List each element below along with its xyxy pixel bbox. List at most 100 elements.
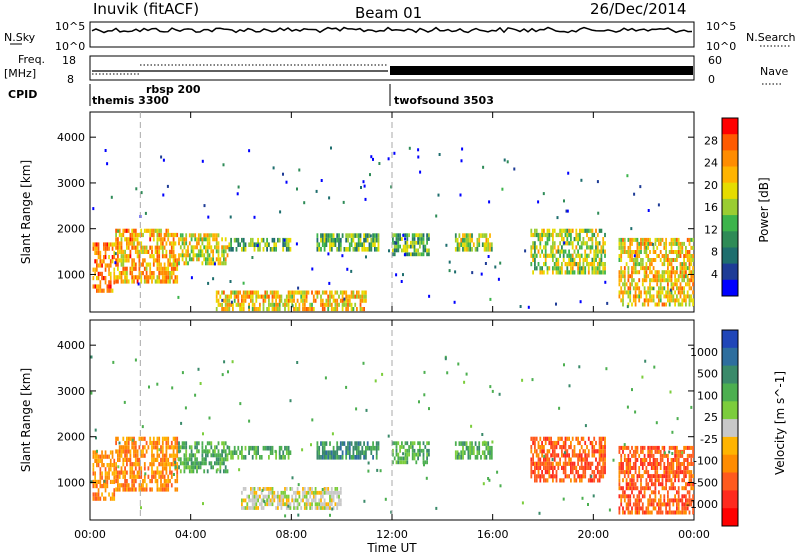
velocity-colorbar-swatch [722,454,738,473]
power-cell [658,254,660,258]
velocity-cell [133,479,135,484]
power-cell [357,233,360,238]
power-cell [647,286,650,291]
velocity-cell [296,498,299,503]
power-cell [667,270,669,275]
power-cell [640,241,642,246]
velocity-cell [278,450,281,455]
velocity-cell [674,486,676,491]
power-cell [665,294,667,299]
power-cell [663,278,666,283]
velocity-cell [557,436,560,441]
velocity-cell [124,470,126,475]
power-cell [568,249,570,254]
velocity-cell [608,508,611,512]
velocity-cell [336,502,339,507]
power-cell [99,271,102,276]
velocity-cell [485,441,488,446]
velocity-cell [548,465,551,470]
velocity-cell [622,494,624,499]
velocity-cell [375,445,378,451]
velocity-cell [668,470,671,475]
velocity-cell [663,453,666,458]
velocity-cell [645,510,648,515]
power-cell [566,270,569,275]
velocity-cell [251,498,254,503]
power-cell [334,290,337,295]
power-cell [296,187,298,191]
power-cell [224,302,227,307]
velocity-cell [197,441,200,446]
power-cell [205,257,207,262]
velocity-cell [532,461,534,466]
power-cell [683,290,685,295]
power-cell [354,233,357,238]
velocity-cell [487,445,490,451]
velocity-cell [97,454,100,459]
power-cell [688,298,691,303]
power-cell [550,249,552,254]
power-cell [670,245,673,250]
power-cell [362,180,365,184]
velocity-cell [681,498,684,503]
power-cell [683,241,685,246]
velocity-cell [643,445,646,450]
power-cell [323,242,326,247]
velocity-cell [277,498,279,503]
power-cell [584,257,587,262]
velocity-cell [113,492,116,497]
velocity-cell [126,462,128,467]
power-cell [242,247,245,252]
power-cell [136,254,139,259]
power-cell [149,237,152,242]
power-cell [559,266,561,271]
power-cell [654,274,657,279]
velocity-cell [165,453,168,458]
velocity-cell [282,455,285,460]
power-cell [131,258,134,263]
power-cell [163,262,166,267]
velocity-cell [535,461,538,466]
power-cell [553,241,556,246]
power-cell [674,298,676,303]
power-cell [688,282,691,287]
power-cell [214,245,216,250]
power-cell [142,232,144,238]
power-cell [224,307,227,312]
velocity-cell [163,483,166,488]
velocity-cell [212,453,214,458]
velocity-cell [101,484,103,489]
power-cell [302,302,304,307]
velocity-cell [167,462,170,467]
velocity-cell [241,498,243,503]
velocity-cell [652,453,655,458]
power-cell [138,262,141,267]
velocity-cell [489,450,491,455]
power-cell [555,302,557,306]
velocity-cell [634,445,637,450]
power-cell [251,302,254,307]
velocity-cell [268,494,270,499]
power-cell [357,290,360,295]
power-cell [109,284,112,289]
velocity-cell [253,494,256,499]
power-cell [454,233,457,238]
power-cell [165,266,168,271]
velocity-cell [183,445,186,450]
velocity-cell [259,487,261,491]
power-cell [158,266,161,271]
velocity-cell [126,483,128,488]
velocity-cell [399,445,401,449]
power-cell [647,298,650,303]
power-cell [229,280,232,283]
power-cell [126,258,128,263]
velocity-cell [575,436,578,441]
velocity-cell [194,393,197,397]
power-cell [347,298,349,303]
power-cell [559,241,561,246]
velocity-cell [103,463,105,468]
velocity-cell [321,490,324,495]
power-cell [472,242,475,247]
power-cell [604,253,606,258]
power-cell [688,294,691,299]
